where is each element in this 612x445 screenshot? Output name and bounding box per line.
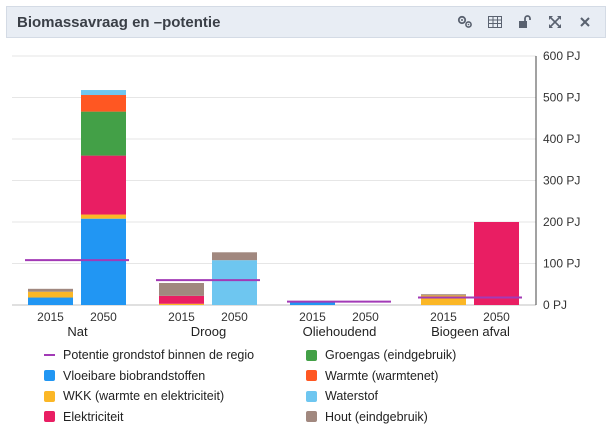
unlock-icon xyxy=(519,15,531,28)
bar-segment xyxy=(212,260,257,305)
bar-segment xyxy=(81,111,126,156)
legend-label: Elektriciteit xyxy=(63,409,124,424)
settings-button[interactable] xyxy=(451,11,479,33)
bar-segment xyxy=(28,291,73,298)
bar-segment xyxy=(81,95,126,112)
legend-swatch xyxy=(44,390,55,402)
group-label: Biogeen afval xyxy=(431,324,510,339)
x-tick-label: 2050 xyxy=(483,310,510,324)
bar-segment xyxy=(474,222,519,305)
bar-segment xyxy=(290,302,335,305)
x-tick-label: 2015 xyxy=(299,310,326,324)
bar-segment xyxy=(28,297,73,305)
x-tick-label: 2050 xyxy=(221,310,248,324)
bar-segment xyxy=(81,155,126,215)
widget-header: Biomassavraag en –potentie xyxy=(6,6,606,38)
x-tick-label: 2015 xyxy=(37,310,64,324)
bar-segment xyxy=(421,295,466,305)
x-tick-label: 2015 xyxy=(430,310,457,324)
bar-segment xyxy=(159,303,204,305)
legend-item[interactable]: Groengas (eindgebruik) xyxy=(306,348,456,362)
bar-segment xyxy=(159,283,204,296)
legend-label: Potentie grondstof binnen de regio xyxy=(63,348,255,362)
settings-icon xyxy=(457,15,472,28)
y-tick-label: 100 PJ xyxy=(543,257,580,271)
legend-swatch xyxy=(44,411,55,422)
bar-segment xyxy=(159,295,204,304)
group-label: Droog xyxy=(191,324,226,339)
table-view-button[interactable] xyxy=(481,11,509,33)
expand-icon xyxy=(549,16,561,28)
group-label: Oliehoudend xyxy=(303,324,377,339)
close-icon xyxy=(580,17,590,27)
legend-item[interactable]: Warmte (warmtenet) xyxy=(306,369,438,383)
close-button[interactable] xyxy=(571,11,599,33)
legend-swatch xyxy=(306,349,317,361)
x-tick-label: 2050 xyxy=(352,310,379,324)
y-tick-label: 200 PJ xyxy=(543,215,580,229)
group-label: Nat xyxy=(67,324,88,339)
y-tick-label: 500 PJ xyxy=(543,91,580,105)
legend-label: Warmte (warmtenet) xyxy=(325,368,439,383)
legend-label: Waterstof xyxy=(325,389,379,403)
bar-segment xyxy=(212,252,257,261)
y-tick-label: 600 PJ xyxy=(543,49,580,63)
bar-segment xyxy=(81,214,126,219)
bar-segment xyxy=(81,90,126,96)
x-tick-label: 2015 xyxy=(168,310,195,324)
legend-item[interactable]: Elektriciteit xyxy=(44,410,123,424)
legend-item[interactable]: WKK (warmte en elektriciteit) xyxy=(44,389,224,403)
y-tick-label: 0 PJ xyxy=(543,298,567,312)
expand-button[interactable] xyxy=(541,11,569,33)
header-toolbar xyxy=(451,11,599,33)
y-tick-label: 400 PJ xyxy=(543,132,580,146)
bar-segment xyxy=(81,218,126,305)
bar-segment xyxy=(28,288,73,292)
x-tick-label: 2050 xyxy=(90,310,117,324)
legend-item[interactable]: Vloeibare biobrandstoffen xyxy=(44,369,205,383)
legend-swatch xyxy=(306,411,317,422)
widget-title: Biomassavraag en –potentie xyxy=(17,14,221,31)
legend-label: Hout (eindgebruik) xyxy=(325,409,428,424)
legend-swatch xyxy=(306,390,317,402)
legend-swatch xyxy=(44,370,55,381)
bar-segment xyxy=(421,294,466,296)
legend-label: Groengas (eindgebruik) xyxy=(325,348,457,362)
legend-swatch xyxy=(306,370,317,381)
chart-legend: Potentie grondstof binnen de regio Groeng… xyxy=(44,348,604,440)
legend-item[interactable]: Waterstof xyxy=(306,389,378,403)
legend-item[interactable]: Hout (eindgebruik) xyxy=(306,410,428,424)
stacked-bar-chart: 0 PJ 100 PJ 200 PJ 300 PJ 400 PJ 500 PJ 600 PJ… xyxy=(12,49,580,339)
y-tick-label: 300 PJ xyxy=(543,174,580,188)
legend-swatch xyxy=(44,354,55,356)
unlock-button[interactable] xyxy=(511,11,539,33)
legend-label: WKK (warmte en elektriciteit) xyxy=(63,389,225,403)
legend-item[interactable]: Potentie grondstof binnen de regio xyxy=(44,348,254,362)
legend-label: Vloeibare biobrandstoffen xyxy=(63,368,206,383)
table-icon xyxy=(488,16,502,28)
